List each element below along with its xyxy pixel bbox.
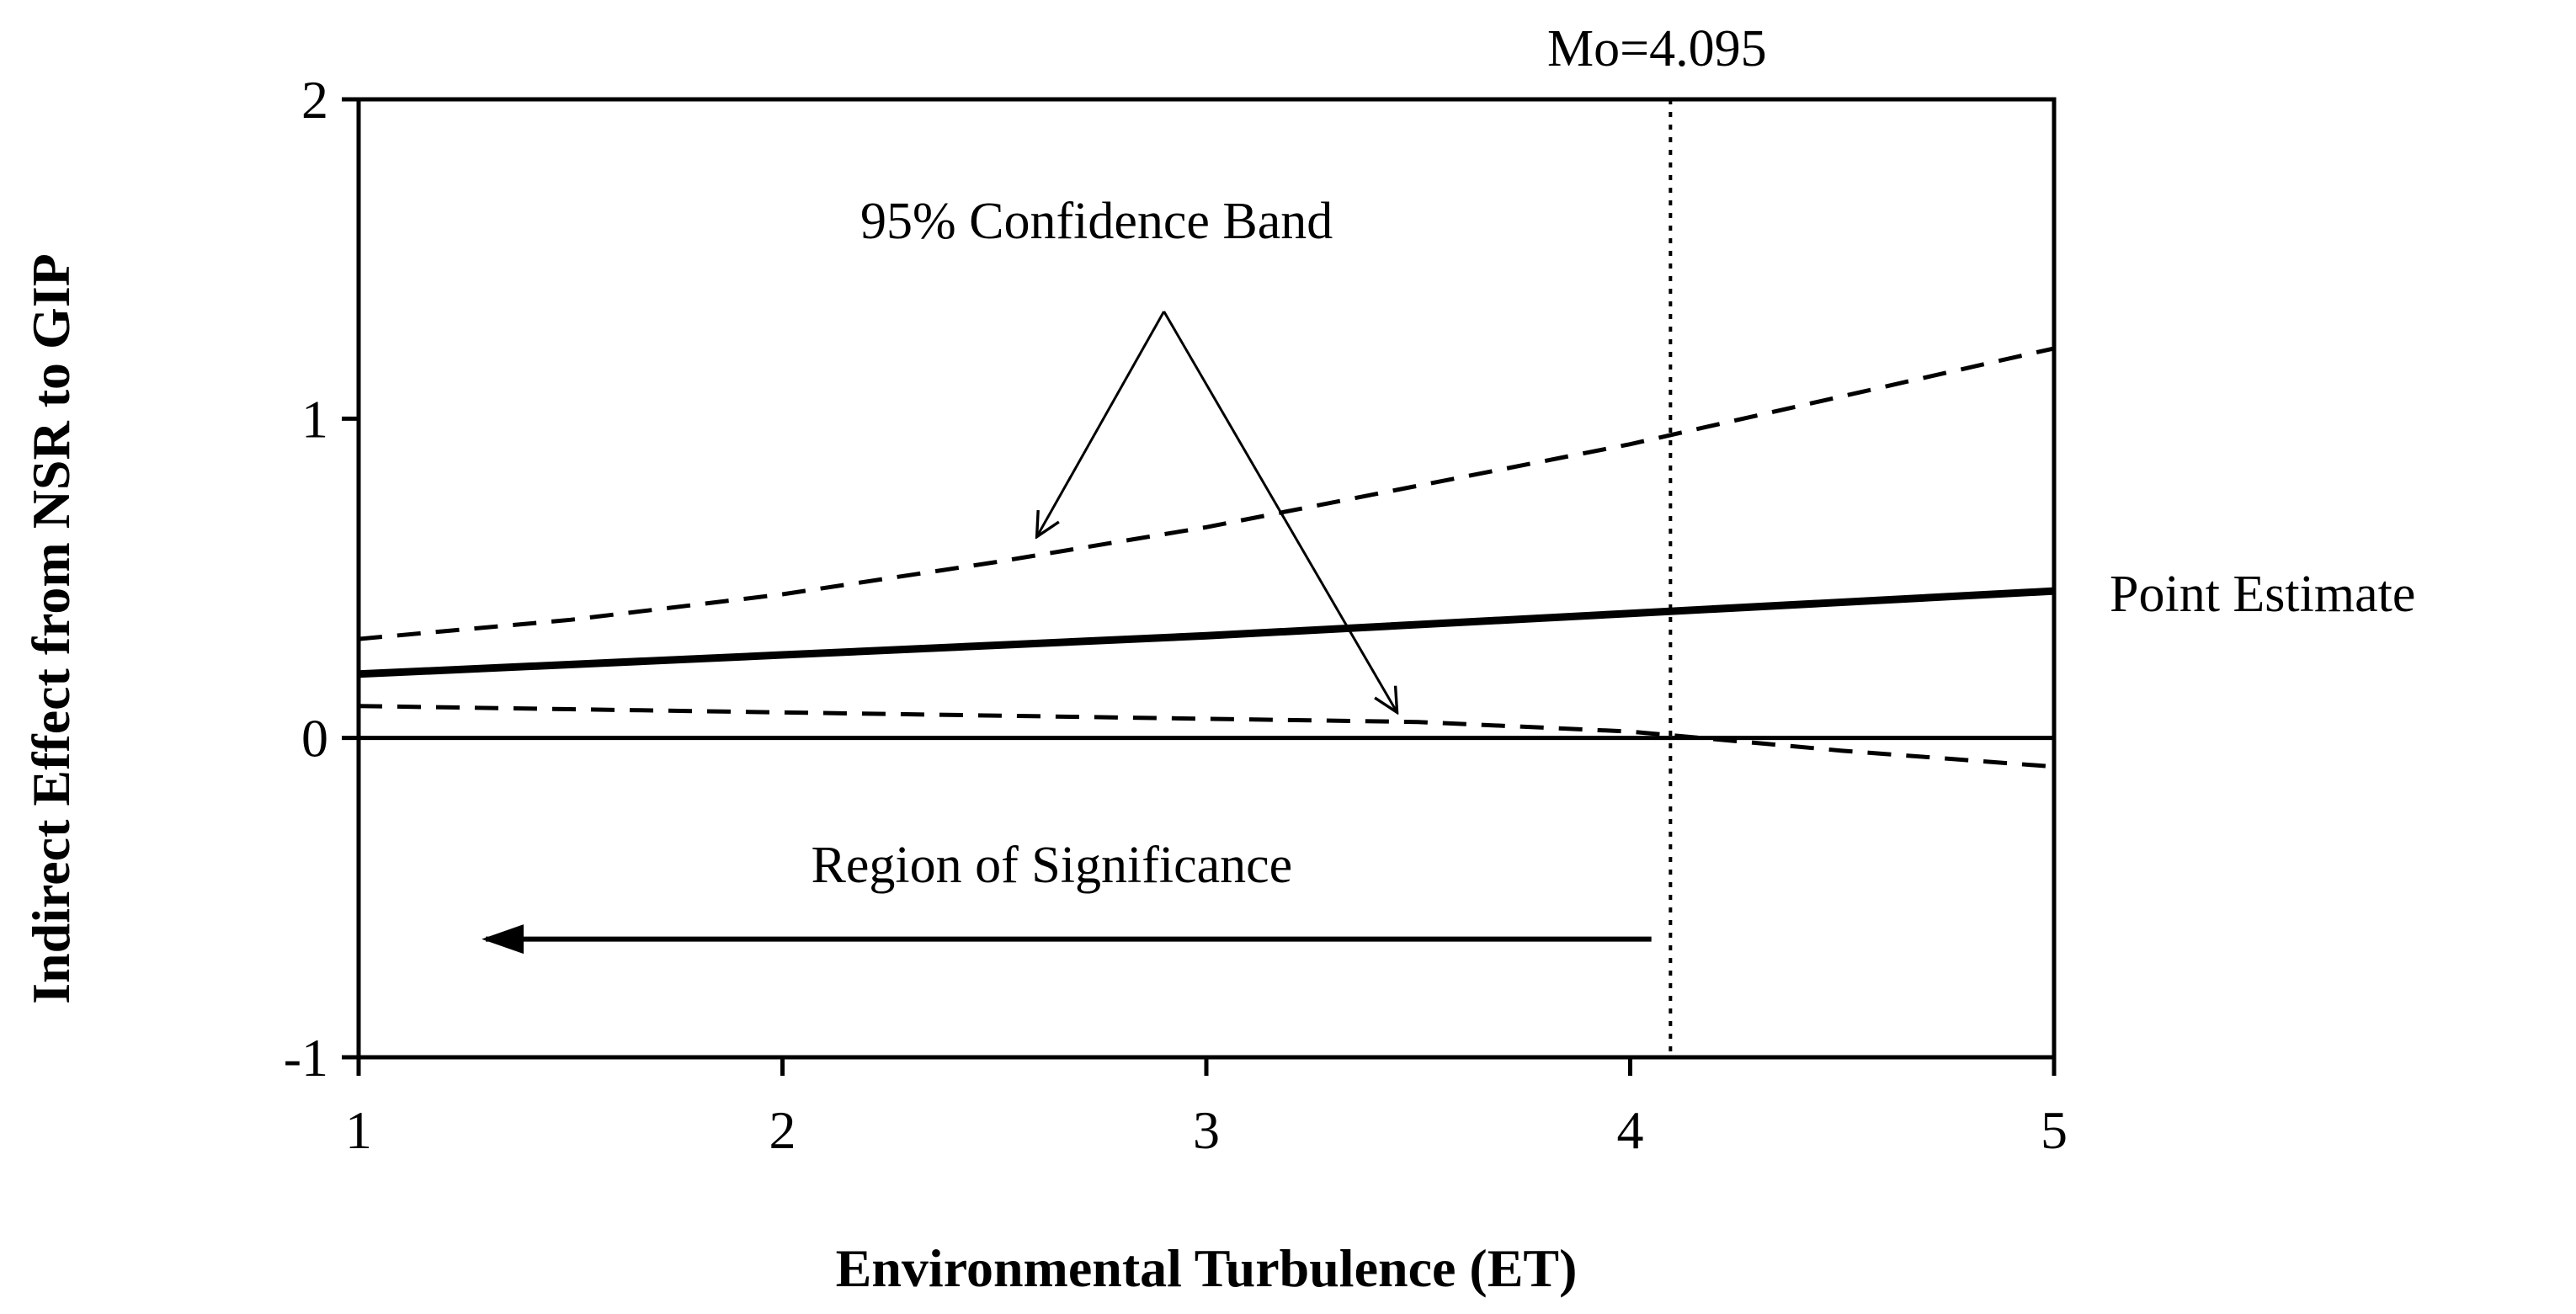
confidence-band-arrows xyxy=(1037,311,1397,712)
series-line-lower xyxy=(358,704,2055,769)
confidence-band-arrow xyxy=(1037,311,1165,537)
confidence-band-label: 95% Confidence Band xyxy=(860,193,1333,250)
series-layer xyxy=(358,346,2055,769)
confidence-band-arrow xyxy=(1163,311,1397,712)
y-axis-title: Indirect Effect from NSR to GIP xyxy=(21,253,81,1004)
y-tick-label: -1 xyxy=(284,1028,328,1088)
x-tick-label: 5 xyxy=(2041,1100,2068,1160)
x-axis: 1 2 3 4 5 xyxy=(345,1057,2068,1160)
x-tick-label: 1 xyxy=(345,1100,372,1160)
series-line-upper xyxy=(358,346,2055,641)
moderator-label: Mo=4.095 xyxy=(1547,20,1767,77)
y-tick-label: 1 xyxy=(301,389,328,449)
x-tick-label: 4 xyxy=(1617,1100,1644,1160)
region-of-significance-label: Region of Significance xyxy=(812,837,1293,894)
point-estimate-label: Point Estimate xyxy=(2110,566,2415,623)
x-tick-label: 3 xyxy=(1193,1100,1220,1160)
y-tick-label: 2 xyxy=(301,70,328,130)
y-tick-label: 0 xyxy=(301,709,328,769)
x-axis-title: Environmental Turbulence (ET) xyxy=(836,1238,1578,1298)
series-line-estimate xyxy=(358,587,2055,678)
y-axis: -1 0 1 2 xyxy=(284,70,359,1088)
x-tick-label: 2 xyxy=(769,1100,796,1160)
